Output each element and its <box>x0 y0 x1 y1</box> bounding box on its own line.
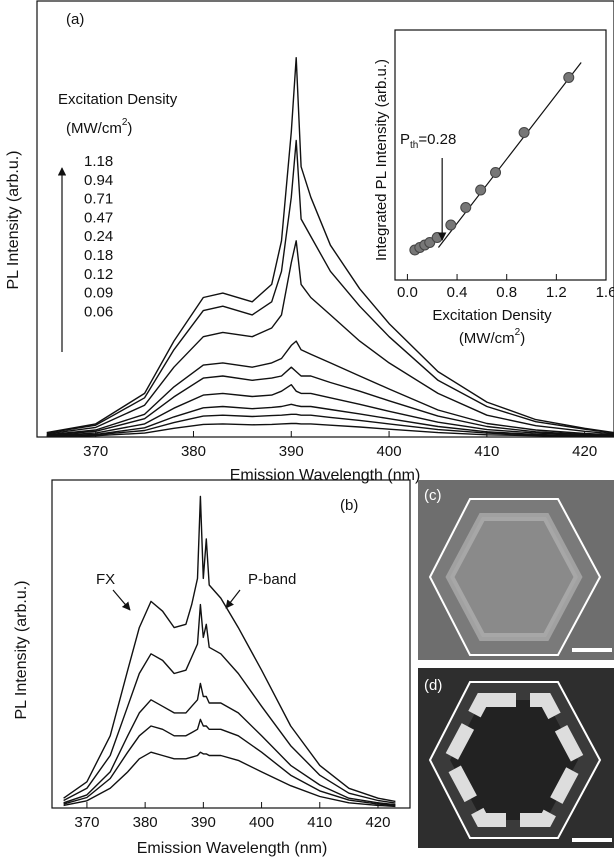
legend-entry: 0.09 <box>84 285 113 302</box>
legend-entry: 0.24 <box>84 228 113 245</box>
annot-text: P <box>400 131 410 148</box>
spectrum-line <box>46 366 614 436</box>
inset-y-label: Integrated PL Intensity (arb.u.) <box>373 59 390 261</box>
x-tick-label: 370 <box>83 443 108 460</box>
hexagon-rim <box>442 693 586 827</box>
spectrum-line <box>46 384 614 437</box>
panel-label: (a) <box>66 11 84 28</box>
spectrum-line <box>46 57 614 434</box>
x-tick-label: 410 <box>307 814 332 831</box>
x-tick-label: 410 <box>474 443 499 460</box>
annot-sub: th <box>410 140 418 151</box>
x-tick-label: 0.8 <box>496 284 517 301</box>
unit-sup: 2 <box>122 117 128 128</box>
legend-unit: (MW/cm2) <box>66 117 132 137</box>
legend-entry: 0.18 <box>84 247 113 264</box>
spectrum-line <box>63 718 396 807</box>
spectrum-line <box>63 495 396 803</box>
spectrum-line <box>46 340 614 436</box>
annotation-arrow <box>225 589 241 609</box>
data-point <box>475 184 487 196</box>
annotation: FX <box>96 571 115 588</box>
plot-frame <box>36 0 614 438</box>
x-tick-label: 390 <box>191 814 216 831</box>
x-tick-label: 1.2 <box>546 284 567 301</box>
data-point <box>445 219 457 231</box>
panel-label: (b) <box>340 497 358 514</box>
data-point <box>424 237 436 248</box>
legend-entry: 0.47 <box>84 209 113 226</box>
threshold-label: Pth=0.28 <box>400 131 456 151</box>
data-point <box>460 202 472 213</box>
annotation-arrow <box>112 589 131 611</box>
micrograph: (d) <box>418 668 614 848</box>
x-axis-label: Emission Wavelength (nm) <box>137 840 328 857</box>
unit-text: (MW/cm <box>66 120 122 137</box>
spectrum-line <box>63 751 396 808</box>
x-tick-label: 0.4 <box>447 284 468 301</box>
x-tick-label: 380 <box>181 443 206 460</box>
unit-sup: 2 <box>515 327 521 338</box>
x-tick-label: 400 <box>249 814 274 831</box>
hexagon-rim <box>445 513 583 641</box>
fit-line <box>437 62 582 248</box>
legend-entry: 0.12 <box>84 266 113 283</box>
legend-entry: 0.06 <box>84 303 113 320</box>
y-axis-label: PL Intensity (arb.u.) <box>13 580 30 719</box>
spectrum-line <box>46 413 614 437</box>
legend-entry: 0.94 <box>84 172 113 189</box>
x-tick-label: 0.0 <box>397 284 418 301</box>
data-point <box>490 167 502 178</box>
spectrum-line <box>63 603 396 804</box>
x-tick-label: 400 <box>377 443 402 460</box>
x-tick-label: 420 <box>572 443 597 460</box>
unit-text: (MW/cm <box>459 330 515 347</box>
inset-background <box>368 30 606 280</box>
spectrum-line <box>63 682 396 806</box>
plot-frame <box>394 29 607 281</box>
data-point <box>431 232 443 243</box>
x-tick-label: 390 <box>279 443 304 460</box>
plot-frame <box>51 479 411 809</box>
x-axis-label: Emission Wavelength (nm) <box>230 467 421 484</box>
data-point <box>563 72 575 83</box>
x-tick-label: 420 <box>365 814 390 831</box>
inset-x-label: Excitation Density <box>432 307 552 324</box>
panel-label: (c) <box>424 487 442 504</box>
spectrum-line <box>46 422 614 438</box>
annot-text: =0.28 <box>418 131 456 148</box>
unit-text: ) <box>127 120 132 137</box>
spectrum-line <box>46 403 614 437</box>
x-tick-label: 370 <box>74 814 99 831</box>
inset-x-unit: (MW/cm2) <box>459 327 525 347</box>
y-axis-label: PL Intensity (arb.u.) <box>5 150 22 289</box>
legend-entry: 1.18 <box>84 153 113 170</box>
data-point <box>518 127 530 138</box>
annotation: P-band <box>248 571 296 588</box>
unit-text: ) <box>520 330 525 347</box>
x-tick-label: 380 <box>133 814 158 831</box>
x-tick-label: 1.6 <box>596 284 614 301</box>
legend-entry: 0.71 <box>84 191 113 208</box>
spectrum-line <box>46 139 614 434</box>
panel-label: (d) <box>424 677 442 694</box>
micrograph: (c) <box>418 480 614 660</box>
legend: 1.18 0.94 0.710.47 0.24 0.18 0.12 0.090.06 <box>84 153 113 320</box>
spectrum-line <box>46 240 614 435</box>
legend-title: Excitation Density <box>58 91 178 108</box>
